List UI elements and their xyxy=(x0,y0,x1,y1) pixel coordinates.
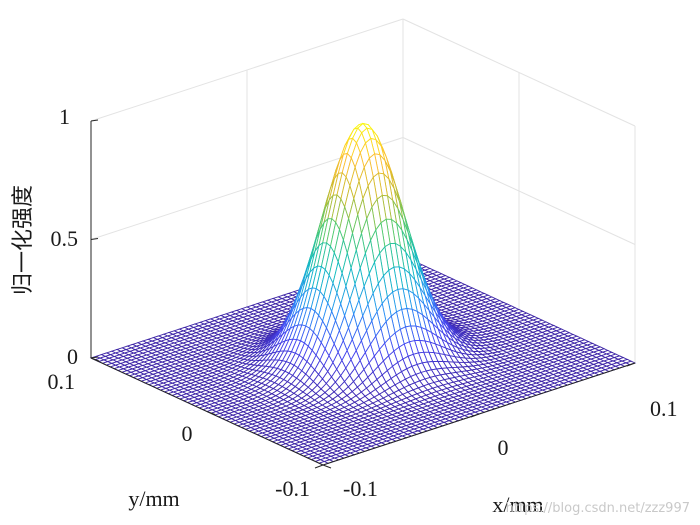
y-axis-label: y/mm xyxy=(128,486,179,511)
y-tick-minus-0.1: -0.1 xyxy=(275,476,310,501)
x-axis-tick xyxy=(314,464,324,469)
y-tick-0.1: 0.1 xyxy=(48,369,76,394)
y-axis-tick xyxy=(322,464,332,469)
z-axis-tick xyxy=(90,119,99,122)
z-tick-0: 0 xyxy=(67,344,78,369)
y-axis-tick xyxy=(206,411,216,415)
x-axis-tick xyxy=(626,362,636,367)
watermark: https://blog.csdn.net/zzz997 xyxy=(506,501,690,516)
z-axis-tick xyxy=(90,356,99,359)
y-tick-0: 0 xyxy=(182,421,193,446)
x-axis-tick xyxy=(470,413,480,418)
z-tick-1: 1 xyxy=(59,104,70,129)
x-axis-label: x/mm xyxy=(492,492,543,517)
x-tick-0.1: 0.1 xyxy=(650,396,678,421)
gaussian-surface xyxy=(89,122,637,466)
x-tick-minus-0.1: -0.1 xyxy=(343,476,378,501)
front-axes xyxy=(90,119,636,469)
z-axis-label: 归一化强度 xyxy=(11,185,36,295)
z-axis-tick xyxy=(90,238,99,240)
z-tick-0.5: 0.5 xyxy=(51,226,79,251)
y-axis-tick xyxy=(90,357,100,362)
x-tick-0: 0 xyxy=(498,435,509,460)
